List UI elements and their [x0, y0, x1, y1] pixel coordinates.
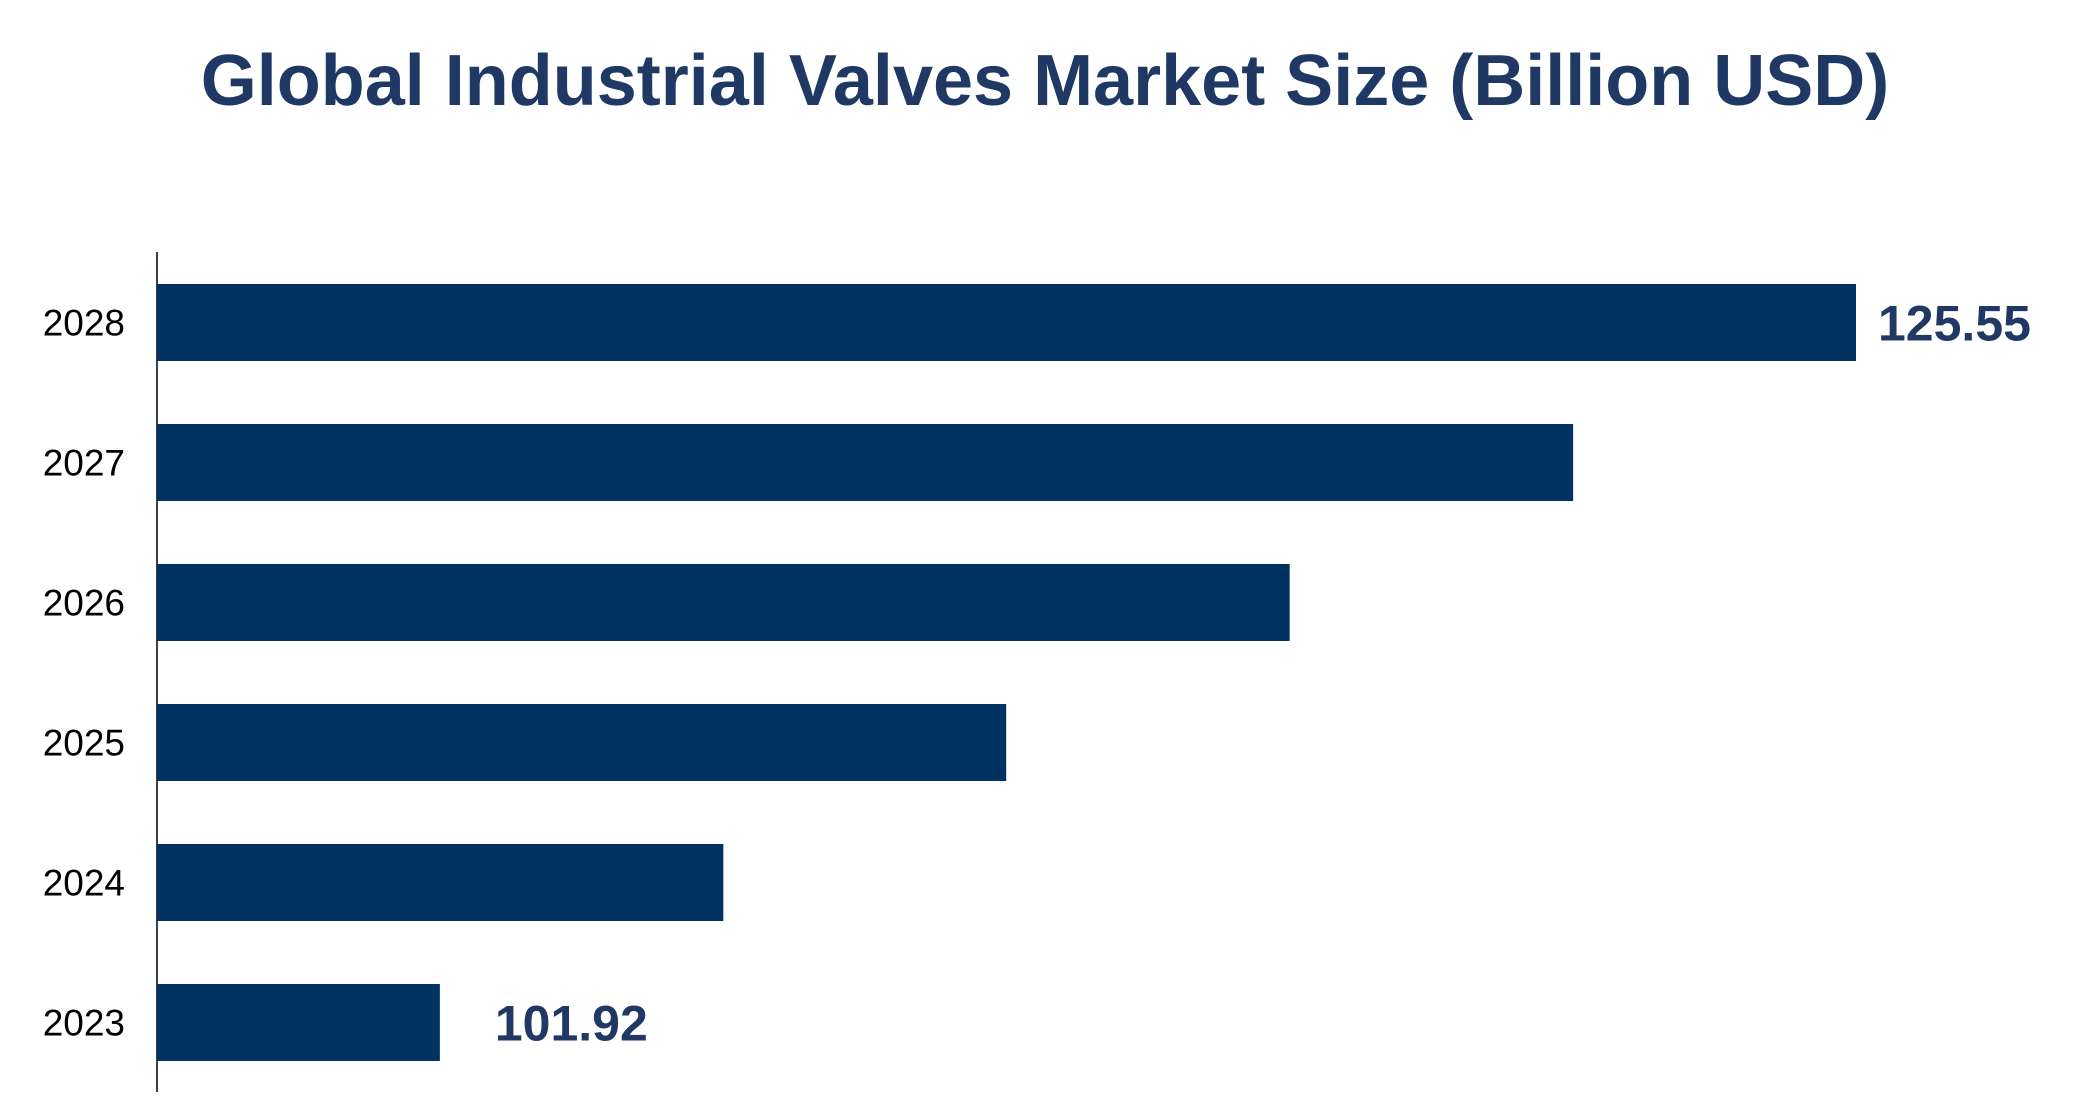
bar-2028 — [157, 284, 1856, 361]
category-label-2028: 2028 — [43, 303, 125, 344]
category-label-2026: 2026 — [43, 583, 125, 624]
bar-2023 — [157, 984, 440, 1061]
data-label-2028: 125.55 — [1878, 296, 2031, 352]
bar-2026 — [157, 564, 1290, 641]
category-label-2023: 2023 — [43, 1003, 125, 1044]
bar-2024 — [157, 844, 724, 921]
category-label-2024: 2024 — [43, 863, 125, 904]
chart-title: Global Industrial Valves Market Size (Bi… — [200, 41, 1890, 121]
bar-2027 — [157, 424, 1574, 501]
category-label-2027: 2027 — [43, 443, 125, 484]
data-label-2023: 101.92 — [495, 996, 648, 1052]
category-label-2025: 2025 — [43, 723, 125, 764]
bar-2025 — [157, 704, 1007, 781]
